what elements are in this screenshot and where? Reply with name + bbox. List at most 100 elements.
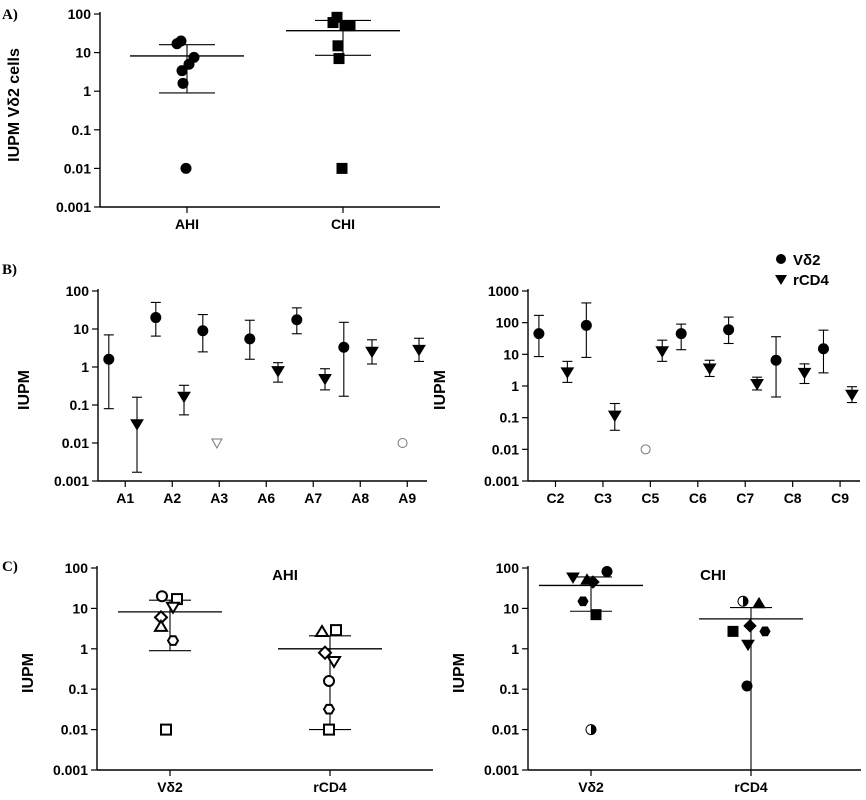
point-chi (327, 17, 339, 29)
point-rcd4-c2 (560, 367, 575, 379)
y-axis-title: IUPM (20, 653, 37, 693)
plot-b2: 0.001 0.01 0.1 1 10 100 1000 C2 C3 C5 C6 C7 C8 C9 IUPM (432, 283, 860, 506)
point-vd2-triangle-down (165, 601, 181, 615)
x-tick-label-ahi: AHI (175, 216, 199, 232)
point-rcd4-c8 (797, 367, 812, 380)
plot-c2: 0.001 0.01 0.1 1 10 100 Vδ2 rCD4 IUPM CHI (451, 560, 861, 795)
point-rcd4-circle (741, 680, 753, 692)
y-tick-label: 0.01 (492, 441, 519, 457)
y-tick-label: 100 (65, 560, 89, 576)
point-ahi (171, 38, 183, 50)
point-vd2-triangle-down (566, 572, 580, 584)
point-vd2-a7 (291, 314, 303, 326)
x-tick-label-vd2: Vδ2 (578, 779, 604, 795)
point-vd2-c7 (723, 324, 735, 336)
point-rcd4-a3-undetectable (211, 438, 223, 450)
y-tick-label: 0.001 (484, 762, 519, 778)
point-vd2-a1 (103, 353, 115, 365)
x-tick-label-c8: C8 (784, 490, 802, 506)
y-axis-title: IUPM (432, 370, 449, 410)
x-tick-label-c6: C6 (689, 490, 707, 506)
point-rcd4-c9 (845, 389, 859, 402)
x-tick-label-c2: C2 (547, 490, 565, 506)
marker-circle-half-fill (591, 724, 596, 735)
point-vd2-a2 (150, 312, 162, 324)
y-tick-label: 10 (73, 321, 89, 337)
point-vd2-a3 (197, 325, 209, 337)
point-vd2-a6 (244, 333, 256, 345)
y-tick-label: 100 (496, 315, 520, 331)
point-vd2-c3 (580, 319, 592, 331)
point-chi (336, 162, 348, 174)
point-rcd4-circle (323, 674, 335, 687)
point-rcd4-a9 (412, 344, 426, 357)
y-axis-title: IUPM Vδ2 cells (6, 48, 23, 162)
panel-title-chi: CHI (700, 567, 726, 584)
panel-label-c: C) (2, 559, 18, 575)
point-ahi (177, 77, 189, 89)
point-vd2-a9-undetectable (397, 438, 408, 448)
point-chi (339, 20, 351, 32)
point-rcd4-a2 (177, 391, 191, 404)
x-tick-label-c5: C5 (641, 490, 659, 506)
y-tick-label: 0.1 (69, 681, 89, 697)
point-vd2-triangle-up (580, 573, 594, 585)
x-tick-label-c7: C7 (736, 490, 754, 506)
point-ahi (183, 58, 195, 70)
legend: Vδ2 rCD4 (775, 252, 830, 289)
x-tick-label-vd2: Vδ2 (157, 779, 183, 795)
legend-marker-triangle-down (775, 275, 787, 285)
y-tick-label: 0.001 (53, 762, 88, 778)
panel-title-ahi: AHI (272, 567, 298, 584)
legend-label-vd2: Vδ2 (793, 252, 820, 269)
x-tick-label-a9: A9 (398, 490, 416, 506)
point-vd2-a8 (338, 341, 350, 353)
y-tick-label: 1 (83, 83, 91, 99)
y-tick-label: 10 (503, 600, 519, 616)
x-tick-label-rcd4: rCD4 (313, 779, 347, 795)
plot-c1: 0.001 0.01 0.1 1 10 100 Vδ2 rCD4 IUPM AHI (20, 560, 433, 795)
y-tick-label: 0.1 (500, 410, 520, 426)
x-tick-label-a6: A6 (257, 490, 275, 506)
y-tick-label: 0.01 (62, 435, 89, 451)
point-rcd4-square (330, 624, 342, 637)
y-tick-label: 0.01 (64, 160, 91, 176)
point-rcd4-triangle-down (326, 655, 342, 669)
point-ahi (176, 65, 188, 77)
y-tick-label: 10 (75, 45, 91, 61)
x-tick-label-c9: C9 (831, 490, 849, 506)
legend-item-vd2: Vδ2 (776, 252, 820, 269)
point-vd2-circle (601, 565, 613, 577)
y-tick-label: 0.001 (484, 473, 519, 489)
y-tick-label: 1 (80, 641, 88, 657)
plot-a: 0.001 0.01 0.1 1 10 100 AHI CHI IUPM Vδ2 cells (6, 6, 440, 232)
x-tick-label-a2: A2 (163, 490, 181, 506)
point-vd2-circle (156, 590, 168, 603)
x-tick-label-chi: CHI (331, 216, 355, 232)
point-rcd4-hexagon (322, 703, 336, 715)
point-rcd4-a1 (130, 419, 144, 431)
point-chi (333, 53, 345, 65)
y-tick-label: 10 (503, 346, 519, 362)
point-rcd4-c3 (607, 410, 622, 423)
y-axis-title: IUPM (16, 370, 33, 410)
point-rcd4-diamond (317, 645, 333, 661)
point-rcd4-diamond (743, 619, 757, 633)
point-chi (332, 40, 344, 52)
point-rcd4-triangle-up (314, 624, 330, 638)
point-rcd4-c6 (702, 363, 717, 375)
panel-label-b: B) (2, 262, 17, 278)
x-tick-label-a7: A7 (304, 490, 322, 506)
y-tick-label: 0.001 (54, 473, 89, 489)
point-vd2-c6 (675, 328, 687, 340)
point-vd2-c8 (770, 354, 782, 366)
y-tick-label: 100 (66, 283, 90, 299)
point-vd2-c9 (817, 343, 829, 355)
point-ahi (180, 162, 192, 174)
point-rcd4-hexagon (759, 626, 771, 637)
legend-marker-circle (776, 254, 786, 264)
x-tick-label-a3: A3 (210, 490, 228, 506)
point-rcd4-c7 (750, 378, 764, 391)
point-vd2-c2 (533, 328, 545, 340)
